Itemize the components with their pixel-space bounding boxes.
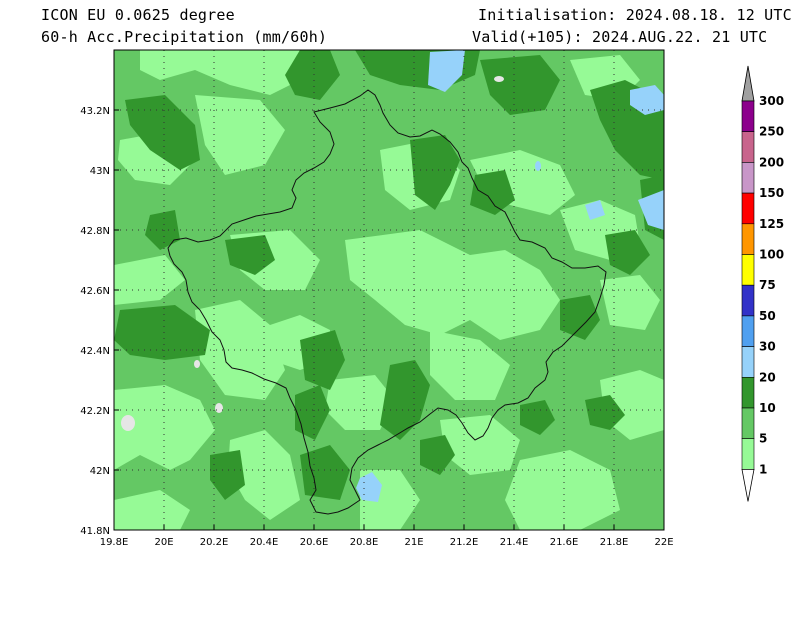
lat-tick-label: 42.2N [80,406,110,417]
colorbar-segment [741,376,755,409]
lon-tick-label: 20.6E [300,537,329,548]
colorbar-level-label: 1 [759,462,767,476]
lon-tick-label: 21E [404,537,423,548]
colorbar-segment [741,162,755,194]
colorbar-max-arrow [741,65,755,102]
colorbar-level-label: 150 [759,186,784,200]
colorbar-segment [741,131,755,163]
colorbar-segment [741,284,755,317]
lat-tick-label: 41.8N [80,526,110,537]
colorbar-segment [741,100,755,133]
colorbar-level-label: 30 [759,340,776,354]
lat-lon-grid [114,50,664,530]
lon-tick-label: 20.8E [350,537,379,548]
lat-tick-label: 43N [90,166,110,177]
init-time: Initialisation: 2024.08.18. 12 UTC [478,6,792,24]
product-title: 60-h Acc.Precipitation (mm/60h) [41,28,328,46]
lat-tick-label: 42.6N [80,286,110,297]
colorbar-level-label: 50 [759,309,776,323]
colorbar-min-arrow [741,468,755,502]
lon-tick-label: 22E [654,537,673,548]
colorbar-level-label: 100 [759,248,784,262]
precip-moderate-patches [114,50,664,500]
colorbar-legend: 300 250 200 150 125 100 75 50 30 20 10 5 1 [741,65,784,502]
lon-tick-label: 20E [154,537,173,548]
lon-tick-label: 20.4E [250,537,279,548]
valid-time: Valid(+105): 2024.AUG.22. 21 UTC [472,28,768,46]
precip-heavy-patches [356,50,664,502]
lat-tick-label: 42.8N [80,226,110,237]
precip-field [114,50,664,530]
model-title: ICON EU 0.0625 degree [41,6,235,24]
lon-tick-label: 20.2E [200,537,229,548]
lat-tick-label: 43.2N [80,106,110,117]
colorbar-level-label: 125 [759,217,784,231]
lat-tick-label: 42N [90,466,110,477]
colorbar-segment [741,254,755,286]
latitude-axis: 43.2N 43N 42.8N 42.6N 42.4N 42.2N 42N 41.8N [80,106,119,537]
lon-tick-label: 21.8E [600,537,629,548]
colorbar-level-label: 75 [759,278,776,292]
colorbar-segment [741,315,755,347]
lon-tick-label: 19.8E [100,537,129,548]
colorbar-segment [741,407,755,440]
longitude-axis: 19.8E 20E 20.2E 20.4E 20.6E 20.8E 21E 21.2E 21.4… [100,525,674,548]
colorbar-level-label: 250 [759,125,784,139]
lat-tick-label: 42.4N [80,346,110,357]
no-precip-specks [121,76,504,431]
colorbar-level-label: 5 [759,432,767,446]
colorbar-level-label: 200 [759,155,784,169]
lon-tick-label: 21.4E [500,537,529,548]
colorbar-segment [741,438,755,470]
colorbar-level-label: 20 [759,370,776,384]
lon-tick-label: 21.6E [550,537,579,548]
lon-tick-label: 21.2E [450,537,479,548]
colorbar-level-label: 300 [759,94,784,108]
country-border [167,89,607,515]
colorbar-segment [741,346,755,378]
colorbar-level-label: 10 [759,401,776,415]
colorbar-segment [741,223,755,255]
colorbar-segment [741,192,755,225]
